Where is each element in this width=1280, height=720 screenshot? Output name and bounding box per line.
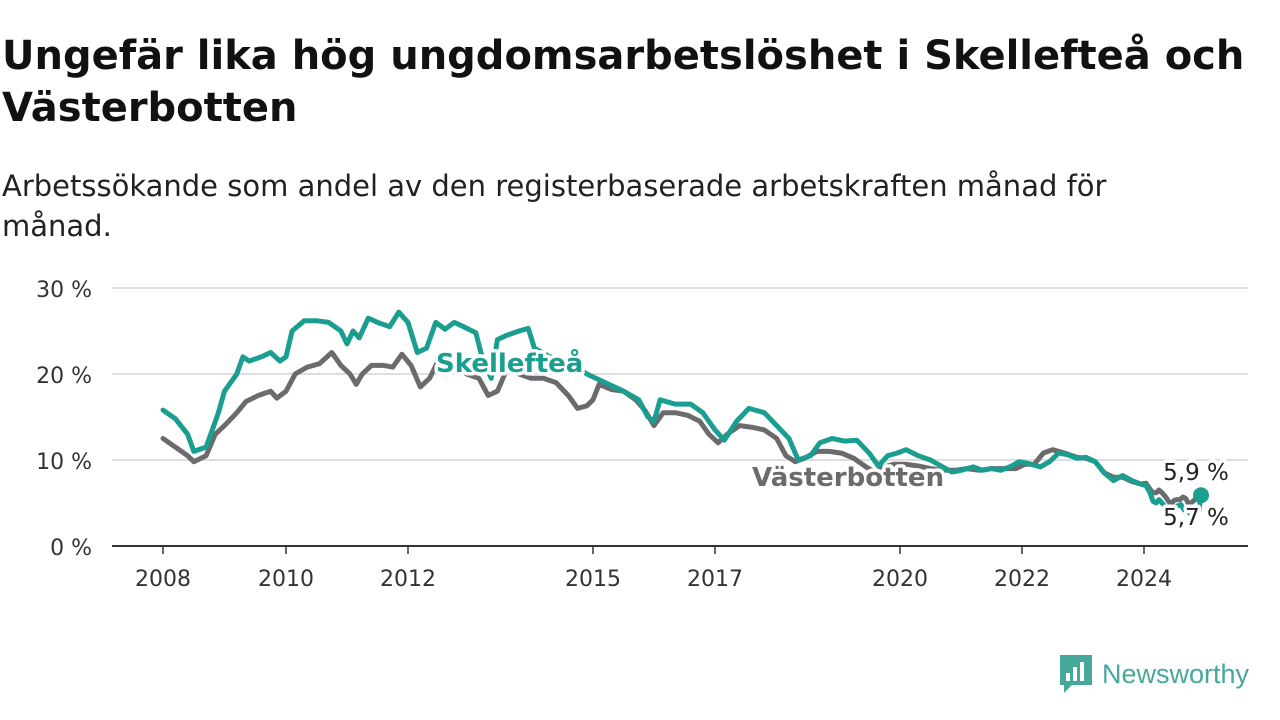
x-tick-label: 2022 — [994, 567, 1050, 592]
x-tick-label: 2008 — [135, 567, 191, 592]
end-value-label: 5,7 % — [1163, 505, 1229, 531]
y-tick-label: 0 % — [50, 536, 92, 561]
series-line-skellefte- — [160, 309, 1204, 521]
series-label-halo: Skellefteå — [436, 347, 583, 379]
x-tick-label: 2015 — [565, 567, 621, 592]
y-tick-label: 20 % — [36, 364, 92, 389]
series-label: Västerbotten — [752, 463, 944, 493]
series-end-marker — [1193, 487, 1209, 504]
series-line-v-sterbotten — [160, 350, 1204, 508]
x-tick-label: 2017 — [687, 567, 743, 592]
x-tick-label: 2024 — [1116, 567, 1172, 592]
brand-name: Newsworthy — [1102, 658, 1250, 689]
end-value-label: 5,9 % — [1163, 460, 1229, 486]
y-tick-label: 10 % — [36, 450, 92, 475]
end-value-label-halo: 5,9 % — [1163, 460, 1229, 486]
series-label: Skellefteå — [436, 347, 583, 379]
series-label-halo: Västerbotten — [752, 463, 944, 493]
x-tick-label: 2012 — [380, 567, 436, 592]
newsworthy-logo-icon — [1060, 655, 1092, 693]
brand[interactable]: Newsworthy — [1058, 652, 1249, 696]
chart-title: Ungefär lika hög ungdomsarbetslöshet i S… — [2, 33, 1245, 131]
y-tick-label: 30 % — [36, 278, 92, 303]
x-tick-label: 2020 — [872, 567, 928, 592]
x-tick-label: 2010 — [258, 567, 314, 592]
chart-subtitle: Arbetssökande som andel av den registerb… — [2, 169, 1107, 243]
end-value-label-halo: 5,7 % — [1163, 505, 1229, 531]
